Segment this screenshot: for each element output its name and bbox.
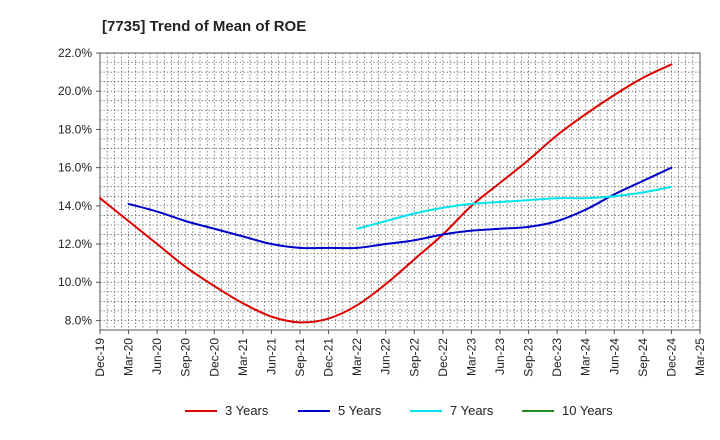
x-tick-label: Dec-23 (550, 338, 564, 377)
legend-label: 7 Years (450, 403, 494, 418)
legend-label: 10 Years (562, 403, 613, 418)
y-tick-label: 12.0% (58, 237, 92, 251)
series-line-5-years (127, 166, 673, 250)
x-tick-label: Mar-21 (236, 338, 250, 376)
x-tick-label: Dec-20 (207, 338, 221, 377)
x-tick-label: Jun-21 (264, 338, 278, 375)
x-tick-label: Jun-20 (150, 338, 164, 375)
y-tick-label: 10.0% (58, 275, 92, 289)
y-tick-label: 18.0% (58, 122, 92, 136)
x-tick-label: Mar-23 (464, 338, 478, 376)
series-line-3-years (99, 63, 673, 324)
grid-lines (100, 53, 700, 330)
x-tick-label: Dec-22 (436, 338, 450, 377)
legend-label: 5 Years (338, 403, 382, 418)
x-tick-label: Sep-22 (407, 338, 421, 377)
x-tick-label: Sep-21 (293, 338, 307, 377)
x-tick-label: Mar-25 (693, 338, 707, 376)
x-tick-label: Sep-24 (636, 338, 650, 377)
x-tick-label: Mar-22 (350, 338, 364, 376)
series-line-7-years (356, 185, 673, 230)
x-tick-label: Jun-24 (607, 338, 621, 375)
x-tick-label: Dec-21 (322, 338, 336, 377)
x-tick-label: Jun-23 (493, 338, 507, 375)
x-tick-label: Dec-19 (93, 338, 107, 377)
y-tick-label: 20.0% (58, 84, 92, 98)
x-tick-label: Jun-22 (379, 338, 393, 375)
series-lines (99, 63, 673, 324)
y-tick-label: 16.0% (58, 161, 92, 175)
x-tick-label: Sep-20 (179, 338, 193, 377)
chart-title: [7735] Trend of Mean of ROE (102, 18, 306, 35)
x-tick-label: Mar-20 (122, 338, 136, 376)
x-tick-label: Dec-24 (664, 338, 678, 377)
y-tick-label: 22.0% (58, 46, 92, 60)
x-tick-label: Mar-24 (579, 338, 593, 376)
y-axis: 8.0% 10.0% 12.0% 14.0% 16.0% 18.0% 20.0% 22.0% (58, 46, 100, 327)
y-tick-label: 8.0% (65, 313, 93, 327)
y-tick-label: 14.0% (58, 199, 92, 213)
legend-label: 3 Years (225, 403, 269, 418)
x-tick-label: Sep-23 (522, 338, 536, 377)
x-axis: Dec-19 Mar-20 Jun-20 Sep-20 Dec-20 Mar-21 Jun-… (93, 330, 707, 377)
legend: 3 Years 5 Years 7 Years 10 Years (185, 403, 613, 418)
